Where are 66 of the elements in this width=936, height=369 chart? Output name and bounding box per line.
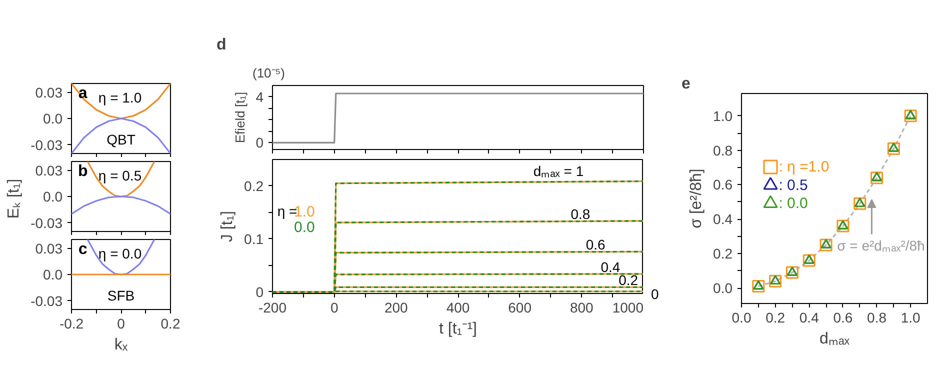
x-tick-label: 800 [570, 300, 594, 316]
series-label: 1.0 [294, 204, 315, 221]
x-tick-label: 400 [446, 300, 470, 316]
y-tick-label: -0.03 [30, 292, 63, 309]
y-tick-label: 0.4 [713, 211, 733, 228]
x-tick-label: -0.2 [59, 316, 84, 332]
x-tick-label: 0.6 [833, 310, 853, 326]
y-tick-label: 0 [256, 134, 264, 151]
x-tick-label: 600 [508, 300, 532, 316]
y-tick-label: 0.0 [43, 110, 63, 126]
x-tick-label: 1.0 [900, 310, 921, 326]
y-tick-label: 0.2 [244, 178, 264, 194]
x-tick-label: 0.0 [732, 310, 752, 326]
y-tick-label: 0.03 [35, 240, 63, 256]
annotation: 0.2 [618, 272, 638, 288]
y-axis-title: J [t₁] [219, 210, 236, 242]
chart-title: d [216, 36, 226, 54]
y-axis-title: Eₖ [t₁] [6, 178, 23, 219]
y-tick-label: 0.6 [713, 176, 733, 193]
y-tick-label: 0.0 [713, 280, 733, 296]
x-tick-label: 0.4 [799, 310, 820, 326]
annotation: 0.8 [570, 206, 590, 222]
legend-label: : 0.0 [778, 195, 808, 212]
y-tick-label: -0.03 [30, 136, 63, 153]
annotation: η = 0.5 [98, 168, 142, 184]
annotation: QBT [106, 132, 136, 148]
y-tick-label: 0.0 [43, 266, 63, 282]
x-tick-label: 1000 [612, 300, 644, 316]
y-tick-label: -0.03 [30, 214, 63, 231]
y-tick-label: 0.03 [35, 162, 63, 178]
text: (10⁻⁵) [252, 66, 286, 80]
x-tick-label: 0.2 [766, 310, 786, 326]
legend-label: : η =1.0 [778, 158, 830, 176]
chart-title: e [682, 76, 690, 92]
chart-title: b [78, 162, 88, 180]
x-axis-title: kₓ [114, 336, 128, 354]
legend-label: : 0.5 [778, 176, 808, 194]
chart-title: a [78, 84, 88, 102]
annotation: η = 0.0 [98, 246, 142, 262]
y-tick-label: 1.0 [713, 108, 733, 124]
annotation: 0.4 [600, 258, 620, 275]
x-tick-label: 0 [117, 316, 126, 332]
annotation: dₘₐₓ = 1 [533, 163, 584, 180]
x-axis-title: t [t₁⁻¹] [439, 320, 477, 338]
x-tick-label: -200 [258, 300, 287, 316]
x-tick-label: 200 [384, 300, 408, 316]
annotation: η = 1.0 [98, 90, 142, 106]
y-tick-label: 0 [256, 284, 264, 300]
annotation: 0.6 [586, 236, 606, 253]
x-tick-label: 0.2 [160, 316, 180, 332]
annotation: 0 [650, 285, 659, 303]
y-tick-label: 4 [256, 88, 264, 105]
y-axis-title: Efield [t₁] [232, 92, 248, 144]
y-tick-label: 0.03 [35, 84, 63, 100]
y-tick-label: 0.8 [713, 142, 733, 158]
y-axis-title: σ [e²/8ħ] [688, 168, 706, 228]
x-tick-label: 0 [330, 300, 338, 316]
x-tick-label: 0.8 [867, 310, 887, 326]
annotation: SFB [107, 288, 135, 304]
series-label: 0.0 [294, 219, 315, 236]
annotation: σ = e²dₘₐₓ²/8ħ [837, 238, 925, 254]
y-tick-label: 0.0 [43, 188, 63, 204]
x-axis-title: dₘₐₓ [819, 330, 850, 348]
chart-title: c [78, 240, 88, 258]
y-tick-label: 0.1 [244, 230, 264, 247]
y-tick-label: 0.2 [713, 246, 733, 262]
